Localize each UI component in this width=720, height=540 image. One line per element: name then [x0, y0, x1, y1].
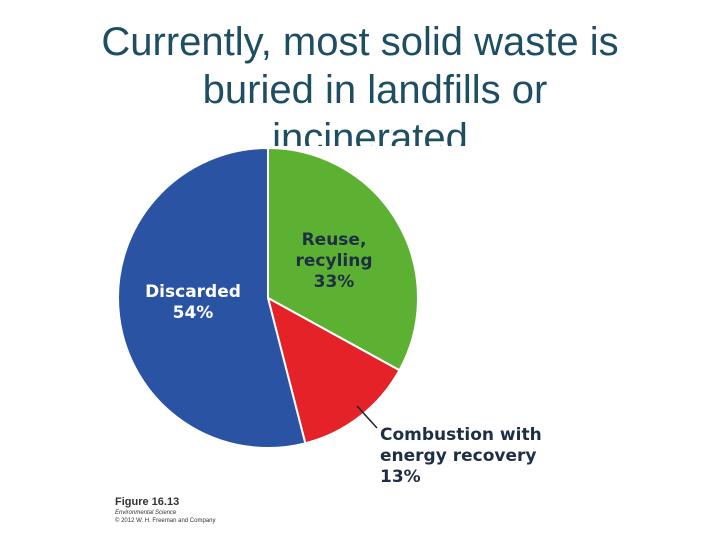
- figure-number: Figure 16.13: [115, 496, 180, 508]
- pie-slice-reuse: [267, 146, 419, 372]
- pie-label-combustion-line-1: Combustion with: [380, 425, 542, 445]
- figure-copyright: © 2012 W. H. Freeman and Company: [115, 518, 216, 524]
- pie-label-combustion-line-2: energy recovery: [380, 446, 536, 466]
- slide-title: Currently, most solid waste is buried in…: [0, 18, 720, 146]
- figure-caption: Figure 16.13 Environmental Science © 201…: [115, 496, 215, 525]
- pie-label-reuse-line-3: 33%: [314, 272, 355, 292]
- title-line-3: incinerated: [272, 116, 468, 146]
- pie-label-discarded-line-2: 54%: [173, 303, 214, 323]
- pie-slice-discarded: [117, 146, 307, 449]
- title-line-1: Currently, most solid waste is: [101, 20, 619, 64]
- figure-source: Environmental Science: [115, 510, 177, 516]
- pie-label-reuse-line-2: recyling: [296, 251, 373, 271]
- pie-label-discarded-line-1: Discarded: [145, 282, 241, 302]
- pie-label-combustion-line-3: 13%: [380, 467, 421, 487]
- pie-slices: [117, 146, 419, 449]
- title-line-2: buried in landfills or: [202, 68, 548, 112]
- pie-slice-combustion: [266, 296, 401, 445]
- combustion-leader-line: [356, 405, 378, 429]
- pie-label-reuse-line-1: Reuse,: [302, 230, 367, 250]
